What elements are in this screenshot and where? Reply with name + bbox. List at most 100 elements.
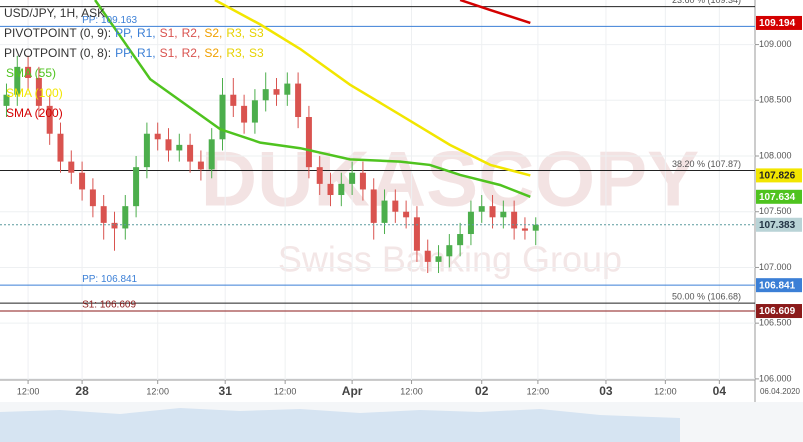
candle-body: [230, 94, 237, 106]
y-tick-label: 108.500: [759, 95, 792, 105]
candle-body: [208, 139, 215, 170]
x-tick-label: 12:00: [17, 386, 40, 396]
navigator-area: [0, 408, 680, 442]
candle-body: [500, 211, 507, 218]
price-badge-label: 107.826: [759, 171, 796, 182]
candle-body: [3, 94, 10, 106]
y-tick-label: 109.000: [759, 39, 792, 49]
fib-label: 38.20 % (107.87): [672, 159, 741, 169]
candle-body: [262, 89, 269, 101]
legend-item: SMA (200): [6, 106, 63, 120]
candle-body: [57, 133, 64, 162]
candle-body: [100, 206, 107, 223]
candle-body: [511, 211, 518, 229]
pivot-label: S1: 106.609: [82, 300, 136, 311]
x-tick-label: 31: [219, 384, 233, 398]
y-tick-label: 107.000: [759, 262, 792, 272]
candle-body: [338, 183, 345, 196]
legend-title: USD/JPY, 1H, ASK: [4, 6, 105, 20]
pivot-legend-item: R2,: [182, 46, 201, 60]
legend-item: SMA (100): [6, 86, 63, 100]
candle-body: [176, 144, 183, 151]
price-badge: [756, 278, 802, 293]
candle-body: [467, 211, 474, 235]
x-tick-label: 12:00: [146, 386, 169, 396]
plot: [0, 0, 755, 312]
overlay: 106.000 106.500 107.000 107.500 108.000 108.5…: [4, 0, 802, 398]
y-tick-label: 108.000: [759, 150, 792, 160]
candle-body: [478, 206, 485, 212]
candle-body: [295, 83, 302, 118]
y-tick-label: 106.500: [759, 318, 792, 328]
fib-label: 23.60 % (109.34): [672, 0, 741, 5]
pivot-legend-item: S1,: [160, 26, 178, 40]
x-tick-label: 02: [475, 384, 489, 398]
x-tick-label: 12:00: [654, 386, 677, 396]
candle-body: [532, 224, 539, 231]
price-badge-label: 109.194: [759, 18, 796, 29]
candle-body: [241, 105, 248, 123]
x-tick-label: Apr: [342, 384, 363, 398]
candle-body: [68, 161, 75, 173]
x-tick-label: 12:00: [274, 386, 297, 396]
y-tick-label: 106.000: [759, 373, 792, 383]
candle-body: [435, 256, 442, 262]
candle-body: [392, 200, 399, 212]
candle-body: [89, 189, 96, 207]
candle-body: [359, 172, 366, 190]
candle-body: [327, 183, 334, 196]
x-tick-label: 28: [75, 384, 89, 398]
price-badge-label: 106.609: [759, 306, 796, 317]
pivot-legend-item: S1,: [160, 46, 178, 60]
candle-body: [79, 172, 86, 190]
watermark: DUKASCOPY: [201, 135, 699, 223]
watermark: Swiss Banking Group: [278, 239, 622, 280]
y-tick-label: 107.500: [759, 206, 792, 216]
x-tick-label: 03: [599, 384, 613, 398]
candle-body: [14, 66, 21, 95]
sma-line: [94, 0, 531, 198]
pivot-legend: PIVOTPOINT (0, 8): PP, R1, S1, R2, S2, R3, S3: [4, 46, 264, 60]
pivot-legend-item: R1,: [137, 46, 156, 60]
pivot-legend-item: R1,: [137, 26, 156, 40]
candle-body: [219, 94, 226, 140]
candle-body: [413, 217, 420, 251]
candle-body: [197, 161, 204, 170]
candle-body: [489, 206, 496, 218]
candle-body: [284, 83, 291, 95]
pivot-legend-item: R2,: [182, 26, 201, 40]
candle-body: [521, 228, 528, 231]
candle-body: [305, 117, 312, 168]
price-badge-label: 106.841: [759, 280, 796, 291]
candle-body: [316, 167, 323, 184]
candle-body: [251, 100, 258, 123]
candle-body: [133, 167, 140, 207]
candle-body: [370, 189, 377, 223]
candle-body: [111, 222, 118, 229]
fib-label: 50.00 % (106.68): [672, 291, 741, 301]
x-tick-label: 12:00: [400, 386, 423, 396]
date-label: 06.04.2020: [760, 387, 801, 396]
candle-body: [349, 172, 356, 184]
pivot-legend-title: PIVOTPOINT (0, 8):: [4, 46, 111, 60]
price-badge: [756, 217, 802, 232]
candle-body: [457, 234, 464, 246]
candle-body: [424, 250, 431, 262]
pivot-label: PP: 109.163: [82, 15, 137, 26]
candle-body: [154, 133, 161, 140]
background-layer: DUKASCOPY Swiss Banking Group: [0, 0, 759, 384]
price-badge-label: 107.634: [759, 192, 796, 203]
price-badge: [756, 304, 802, 319]
candle-body: [35, 78, 42, 106]
pivot-legend: PIVOTPOINT (0, 9): PP, R1, S1, R2, S2, R3, S3: [4, 26, 264, 40]
pivot-legend-item: PP,: [115, 46, 133, 60]
x-tick-label: 04: [713, 384, 727, 398]
candle-body: [187, 144, 194, 162]
candle-body: [381, 200, 388, 223]
x-tick-label: 12:00: [527, 386, 550, 396]
candle-body: [446, 245, 453, 257]
price-badge: [756, 168, 802, 183]
pivot-legend-item: S2,: [204, 26, 222, 40]
candle-body: [122, 206, 129, 229]
